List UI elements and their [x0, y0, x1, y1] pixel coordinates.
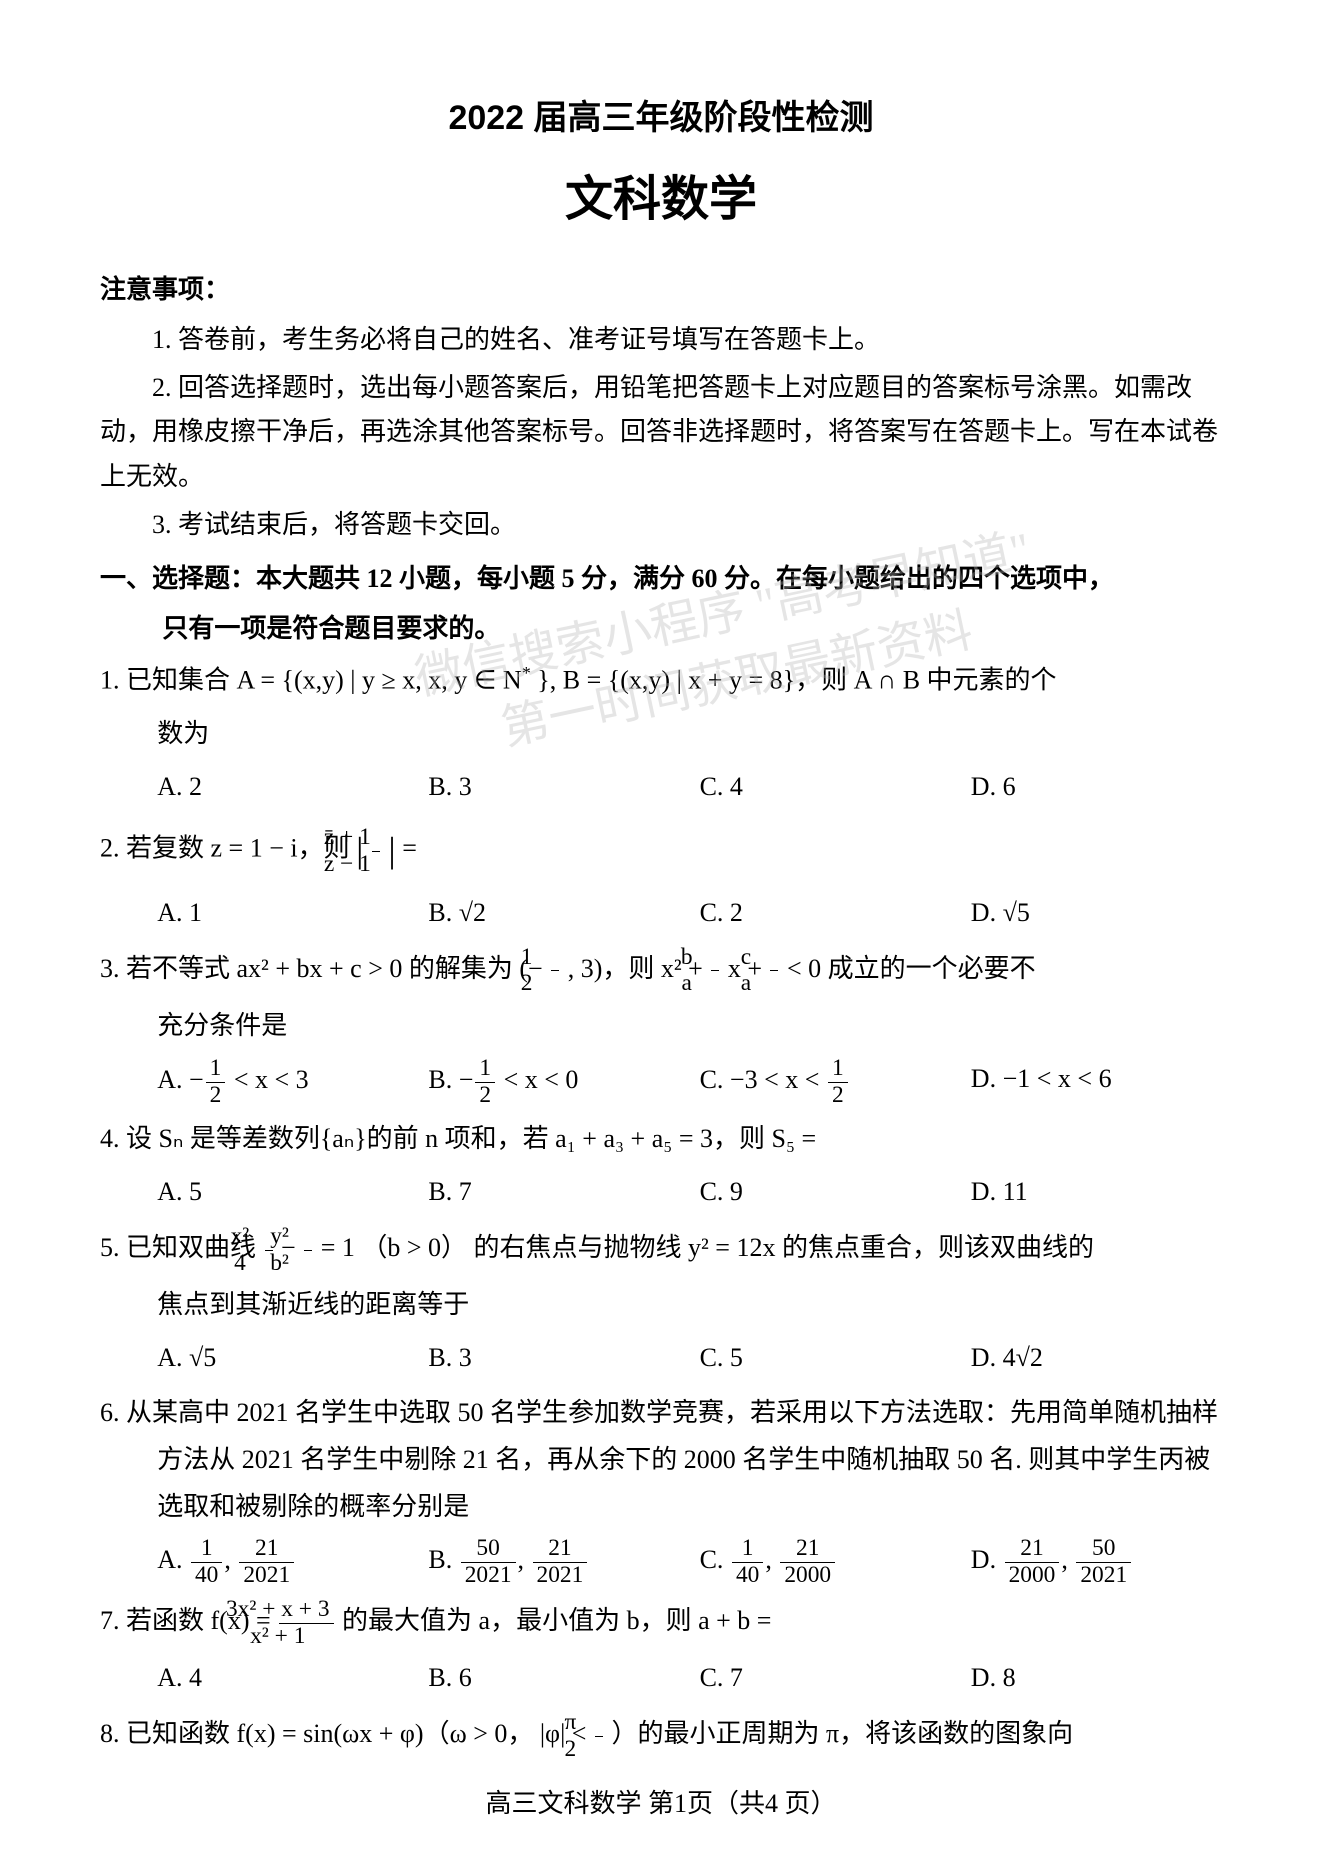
q3-ba: ba [711, 945, 719, 997]
q3-ca: ca [770, 945, 778, 997]
q5-option-c: C. 5 [700, 1335, 951, 1382]
question-2-options: A. 1 B. √2 C. 2 D. √5 [100, 890, 1222, 937]
question-5-cont: 焦点到其渐近线的距离等于 [100, 1282, 1222, 1329]
q8-s1: 8. 已知函数 f(x) = sin(ωx + φ)（ω > 0， |φ| < [100, 1719, 593, 1748]
exam-title-year: 2022 届高三年级阶段性检测 [100, 90, 1222, 139]
q3-half-1: 12 [551, 945, 559, 997]
question-6-options: A. 140, 212021 B. 502021, 212021 C. 140,… [100, 1536, 1222, 1588]
q8-pi2: π2 [595, 1710, 603, 1762]
question-2: 2. 若复数 z = 1 − i，则 | z̄ + 1 z − 1 | = [100, 818, 1222, 884]
question-8: 8. 已知函数 f(x) = sin(ωx + φ)（ω > 0， |φ| < … [100, 1710, 1222, 1762]
exam-page: 微信搜索小程序 "高考早知道" 第一时间获取最新资料 2022 届高三年级阶段性… [0, 0, 1322, 1871]
question-5-options: A. √5 B. 3 C. 5 D. 4√2 [100, 1335, 1222, 1382]
q6-option-b: B. 502021, 212021 [428, 1536, 679, 1588]
q2-frac: z̄ + 1 z − 1 [372, 825, 380, 877]
q1-option-b: B. 3 [428, 764, 679, 811]
q3-s4: < 0 成立的一个必要不 [787, 954, 1036, 983]
q4-option-d: D. 11 [971, 1169, 1222, 1216]
q1-option-a: A. 2 [157, 764, 408, 811]
q5-option-a: A. √5 [157, 1335, 408, 1382]
q1-stem-pre: 1. 已知集合 A = {(x,y) | y ≥ x, x, y ∈ N [100, 666, 522, 695]
question-1-options: A. 2 B. 3 C. 4 D. 6 [100, 764, 1222, 811]
q7-s2: 的最大值为 a，最小值为 b，则 a + b = [342, 1606, 771, 1635]
q3-option-c: C. −3 < x < 12 [700, 1056, 951, 1108]
q4-option-c: C. 9 [700, 1169, 951, 1216]
q5-option-d: D. 4√2 [971, 1335, 1222, 1382]
q3-option-a: A. −12 < x < 3 [157, 1056, 408, 1108]
notice-heading: 注意事项： [100, 269, 1222, 306]
question-4: 4. 设 Sₙ 是等差数列{aₙ}的前 n 项和，若 a₁ + a₃ + a₅ … [100, 1116, 1222, 1163]
notice-item-2: 2. 回答选择题时，选出每小题答案后，用铅笔把答题卡上对应题目的答案标号涂黑。如… [100, 366, 1222, 499]
q2-frac-den: z − 1 [372, 852, 380, 878]
question-3-cont: 充分条件是 [100, 1003, 1222, 1050]
q6-option-c: C. 140, 212000 [700, 1536, 951, 1588]
q2-option-b: B. √2 [428, 890, 679, 937]
notice-item-1: 1. 答卷前，考生务必将自己的姓名、准考证号填写在答题卡上。 [100, 318, 1222, 362]
question-7: 7. 若函数 f(x) = 3x² + x + 3x² + 1 的最大值为 a，… [100, 1597, 1222, 1649]
notice-item-3: 3. 考试结束后，将答题卡交回。 [100, 503, 1222, 547]
question-1-cont: 数为 [100, 711, 1222, 758]
question-7-options: A. 4 B. 6 C. 7 D. 8 [100, 1655, 1222, 1702]
q2-stem-post: = [402, 834, 417, 863]
q8-s2: ）的最小正周期为 π，将该函数的图象向 [611, 1719, 1073, 1748]
q1-star: * [522, 663, 531, 683]
question-5: 5. 已知双曲线 x²4 − y²b² = 1 （b > 0） 的右焦点与抛物线… [100, 1224, 1222, 1276]
q2-option-a: A. 1 [157, 890, 408, 937]
q6-option-d: D. 212000, 502021 [971, 1536, 1222, 1588]
q2-stem: 2. 若复数 z = 1 − i，则 [100, 834, 356, 863]
q7-option-a: A. 4 [157, 1655, 408, 1702]
question-3-options: A. −12 < x < 3 B. −12 < x < 0 C. −3 < x … [100, 1056, 1222, 1108]
q7-option-c: C. 7 [700, 1655, 951, 1702]
abs-bar-right: | [388, 830, 395, 870]
section-1-heading-cont: 只有一项是符合题目要求的。 [162, 607, 1222, 651]
q1-option-d: D. 6 [971, 764, 1222, 811]
q3-option-b: B. −12 < x < 0 [428, 1056, 679, 1108]
section-1-heading: 一、选择题：本大题共 12 小题，每小题 5 分，满分 60 分。在每小题给出的… [100, 557, 1222, 601]
q5-option-b: B. 3 [428, 1335, 679, 1382]
q7-frac: 3x² + x + 3x² + 1 [279, 1597, 333, 1649]
q5-y2b2: y²b² [304, 1224, 312, 1276]
q4-option-a: A. 5 [157, 1169, 408, 1216]
question-3: 3. 若不等式 ax² + bx + c > 0 的解集为 (− 12 , 3)… [100, 945, 1222, 997]
q7-option-d: D. 8 [971, 1655, 1222, 1702]
q5-s3: = 1 （b > 0） 的右焦点与抛物线 y² = 12x 的焦点重合，则该双曲… [321, 1233, 1094, 1262]
q6-option-a: A. 140, 212021 [157, 1536, 408, 1588]
q4-option-b: B. 7 [428, 1169, 679, 1216]
q3-s1: 3. 若不等式 ax² + bx + c > 0 的解集为 (− [100, 954, 543, 983]
question-1: 1. 已知集合 A = {(x,y) | y ≥ x, x, y ∈ N* },… [100, 657, 1222, 704]
q1-stem-post: }, B = {(x,y) | x + y = 8}，则 A ∩ B 中元素的个 [531, 666, 1057, 695]
question-6: 6. 从某高中 2021 名学生中选取 50 名学生参加数学竞赛，若采用以下方法… [100, 1390, 1222, 1530]
q3-option-d: D. −1 < x < 6 [971, 1056, 1222, 1108]
question-4-options: A. 5 B. 7 C. 9 D. 11 [100, 1169, 1222, 1216]
page-footer: 高三文科数学 第1页（共4 页） [100, 1783, 1222, 1820]
q2-option-d: D. √5 [971, 890, 1222, 937]
exam-subject: 文科数学 [100, 159, 1222, 229]
q2-frac-num: z̄ + 1 [372, 825, 380, 852]
q7-option-b: B. 6 [428, 1655, 679, 1702]
q1-option-c: C. 4 [700, 764, 951, 811]
q2-option-c: C. 2 [700, 890, 951, 937]
